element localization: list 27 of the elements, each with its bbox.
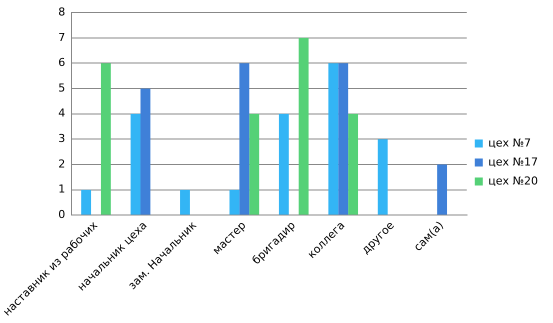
y-tick-label: 0 xyxy=(58,208,66,222)
bar xyxy=(180,190,190,215)
bar xyxy=(130,114,140,215)
legend-label: цех №7 xyxy=(488,136,532,150)
bar xyxy=(378,139,388,215)
bar xyxy=(229,190,240,215)
y-tick-label: 1 xyxy=(58,182,66,196)
legend-label: цех №17 xyxy=(488,155,538,168)
y-tick-label: 6 xyxy=(58,56,66,70)
bar xyxy=(81,190,92,215)
y-tick-label: 2 xyxy=(58,157,66,170)
y-tick-label: 3 xyxy=(58,132,66,146)
y-tick-label: 8 xyxy=(58,5,66,18)
bar xyxy=(278,114,289,215)
legend-label: цех №20 xyxy=(488,174,538,188)
bar xyxy=(249,114,260,215)
bar xyxy=(437,164,448,215)
bar xyxy=(338,63,348,215)
bar xyxy=(140,88,150,215)
bar xyxy=(298,38,309,215)
y-tick-label: 5 xyxy=(58,81,66,94)
bar xyxy=(100,63,111,215)
bar xyxy=(239,63,250,215)
y-tick-label: 4 xyxy=(58,106,66,120)
bar xyxy=(328,63,338,215)
bar xyxy=(348,114,358,215)
y-tick-label: 7 xyxy=(58,30,66,44)
